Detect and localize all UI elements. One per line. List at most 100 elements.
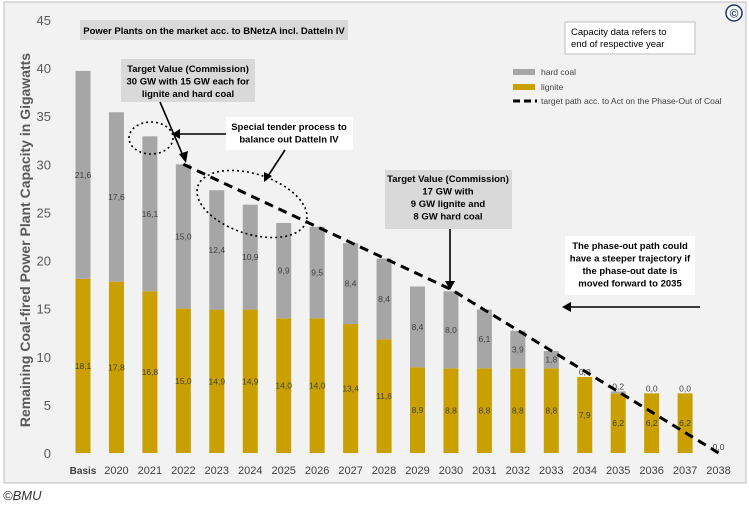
data-label-hard-coal: 6,1 [478, 334, 490, 344]
x-tick-label: 2034 [573, 465, 597, 477]
arrow-phase-out-head [562, 302, 571, 312]
data-label-lignite: 6,2 [646, 418, 658, 428]
bar-lignite [175, 308, 191, 453]
arrow-target-2030-head [445, 281, 455, 290]
annotation-phase-out-note: The phase-out path could have a steeper t… [565, 236, 695, 295]
bar-lignite [443, 368, 459, 453]
data-label-hard-coal: 9,9 [278, 266, 290, 276]
bar-lignite [108, 281, 124, 453]
x-tick-label: 2028 [372, 465, 396, 477]
x-tick-label: 2025 [271, 465, 295, 477]
annotation-line: 8 GW hard coal [413, 212, 482, 223]
legend-label: lignite [541, 82, 563, 92]
y-tick-label: 20 [37, 254, 51, 269]
svg-text:©: © [730, 7, 739, 21]
y-tick-label: 30 [37, 157, 51, 172]
bar-lignite [376, 339, 392, 453]
bar-hard-coal [476, 309, 492, 369]
annotation-line: The phase-out path could [572, 241, 688, 252]
bar-lignite [75, 278, 91, 453]
bar-lignite [577, 376, 593, 453]
bar-hard-coal [410, 286, 425, 368]
bar-lignite [142, 291, 158, 453]
x-tick-label: 2031 [472, 465, 496, 477]
annotation-plants-on-market: Power Plants on the market acc. to BNetz… [80, 20, 348, 40]
x-tick-label: 2023 [205, 465, 229, 477]
data-label-hard-coal: 10,9 [242, 252, 259, 262]
bar-hard-coal [376, 258, 392, 340]
arrow-special-tender-down [267, 149, 286, 177]
data-label-lignite: 8,8 [478, 406, 490, 416]
annotation-special-tender: Special tender process to balance out Dat… [226, 117, 353, 150]
annotation-line: the phase-out date is [582, 266, 677, 277]
data-label-lignite: 8,9 [412, 405, 424, 415]
annotation-line: Special tender process to [231, 122, 347, 133]
y-tick-label: 10 [37, 350, 51, 365]
x-tick-label: 2020 [104, 465, 128, 477]
annotation-line: have a steeper trajectory if [570, 254, 691, 265]
data-label-hard-coal: 9,5 [311, 268, 323, 278]
bar-hard-coal [142, 136, 158, 292]
bars [75, 70, 693, 453]
annotation-target-2022: Target Value (Commission) 30 GW with 15 G… [121, 59, 255, 102]
annotation-line: moved forward to 2035 [578, 279, 682, 290]
x-tick-label: Basis [70, 466, 97, 477]
y-tick-label: 5 [44, 398, 51, 413]
annotation-capacity-note: Capacity data refers to end of respective… [564, 21, 696, 55]
annotation-line: Capacity data refers to [571, 27, 667, 38]
annotation-line: balance out Datteln IV [239, 135, 339, 146]
annotation-line: lignite and hard coal [142, 89, 234, 100]
legend-label: target path acc. to Act on the Phase-Out… [541, 96, 722, 106]
bar-hard-coal [209, 190, 225, 310]
bar-hard-coal [443, 291, 459, 369]
bar-lignite [543, 368, 559, 453]
bar-hard-coal [343, 243, 359, 325]
data-label-lignite: 8,8 [445, 406, 457, 416]
annotation-line: end of respective year [571, 39, 664, 50]
legend: hard coal lignite target path acc. to Act … [513, 67, 722, 106]
data-label-lignite: 6,2 [612, 418, 624, 428]
bar-lignite [242, 309, 258, 453]
arrow-special-tender-left-head [172, 129, 180, 139]
arrow-special-tender-down-head [264, 172, 272, 182]
x-tick-label: 2032 [506, 465, 530, 477]
data-label-lignite: 0,0 [713, 442, 725, 452]
y-tick-label: 25 [37, 205, 51, 220]
legend-label: hard coal [541, 67, 576, 77]
bar-lignite [610, 393, 626, 453]
data-label-hard-coal: 0,2 [612, 381, 624, 391]
x-tick-label: 2021 [138, 465, 162, 477]
data-label-hard-coal: 1,8 [545, 355, 557, 365]
bar-hard-coal [108, 112, 124, 282]
x-tick-label: 2035 [606, 465, 630, 477]
data-label-lignite: 18,1 [75, 361, 92, 371]
data-label-hard-coal: 0,0 [646, 383, 658, 393]
source-credit: ©BMU [3, 488, 42, 503]
svg-text:Target Value (Commission)17 GW: Target Value (Commission) 17 GW with 9 GW … [387, 174, 509, 223]
bar-hard-coal [242, 204, 258, 310]
target-path-line [182, 162, 720, 455]
y-tick-label: 40 [37, 61, 51, 76]
bar-hard-coal [610, 391, 626, 394]
y-tick-label: 35 [37, 109, 51, 124]
data-label-hard-coal: 16,1 [142, 209, 159, 219]
x-tick-label: 2026 [305, 465, 329, 477]
x-tick-label: 2027 [338, 465, 362, 477]
data-label-hard-coal: 8,4 [378, 294, 390, 304]
bar-lignite [510, 368, 526, 453]
bar-lignite [276, 318, 292, 453]
annotation-line: Target Value (Commission) [127, 64, 249, 75]
bar-hard-coal [543, 350, 559, 369]
bar-lignite [309, 318, 325, 453]
x-tick-label: 2030 [439, 465, 463, 477]
data-label-lignite: 16,8 [142, 367, 159, 377]
data-label-hard-coal: 0,0 [679, 383, 691, 393]
highlight-ellipse-2021 [128, 121, 174, 155]
bar-lignite [677, 393, 693, 453]
data-label-hard-coal: 17,6 [108, 192, 125, 202]
x-tick-label: 2024 [238, 465, 262, 477]
arrow-target-2022 [159, 101, 185, 159]
highlight-ellipse-2023-2025 [196, 169, 308, 239]
copyright-badge: © [725, 4, 743, 22]
